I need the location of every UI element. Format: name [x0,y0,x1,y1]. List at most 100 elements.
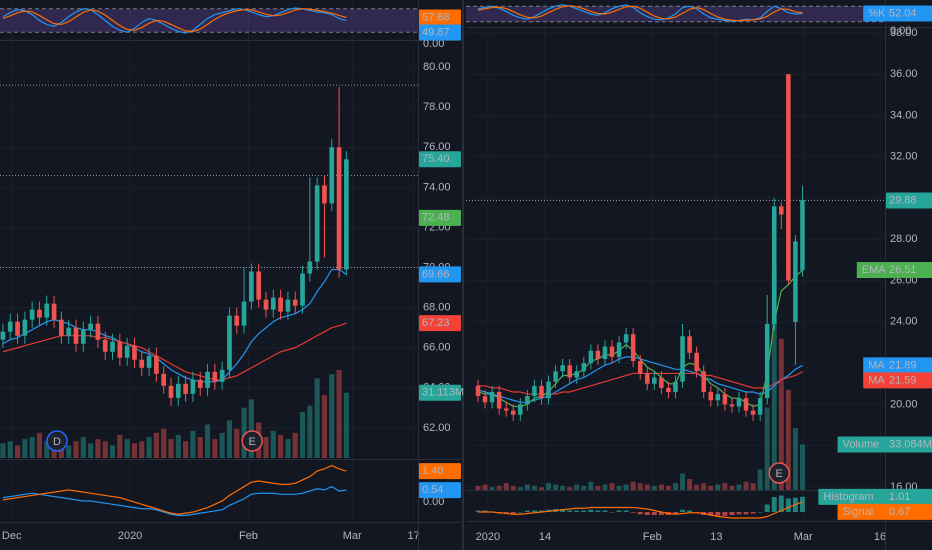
y-tick-label: 66.00 [423,342,451,354]
volume-bar [0,443,6,458]
volume-bar [715,484,721,490]
volume-bar [168,439,174,458]
volume-bar [539,487,544,490]
candle-body [168,385,174,398]
candle-body [553,371,558,382]
volume-bar [204,424,211,458]
volume-bar [475,485,481,490]
histogram-bar [757,512,763,513]
tag-name: EMA [862,264,887,276]
oscillator-tick-label: 0.00 [423,38,444,50]
price-tag-label: 57.68 [422,11,450,23]
price-tag-label: 33.084M [889,438,932,450]
volume-bar [307,405,313,458]
volume-bar [644,484,650,490]
x-tick-label: 13 [710,531,722,543]
price-tag [419,384,461,401]
histogram-bar [524,510,530,512]
candle-body [15,321,20,336]
volume-bar [567,487,573,490]
volume-bar [292,432,298,458]
oscillator-line [2,8,347,33]
price-tag-label: 21.89 [889,359,917,371]
candle-body [59,319,64,336]
candle-body [292,299,298,306]
candle-body [29,309,35,320]
candle-body [652,377,657,384]
candle-body [263,299,269,310]
volume-bar [263,437,269,458]
price-tag-label: 52.04 [889,7,917,19]
candle-body [496,391,502,409]
volume-bar [517,487,523,490]
histogram-bar [687,510,693,512]
candle-body [729,404,735,407]
volume-bar [489,487,495,490]
moving-average [2,322,347,381]
price-tag-label: 75.40 [422,153,450,165]
volume-bar [80,437,86,458]
volume-bar [95,439,101,458]
candle-body [66,327,72,336]
price-tag [419,9,461,26]
price-tag-label: 0.67 [889,506,910,518]
price-tag [886,192,932,209]
price-tag-label: 69.66 [422,268,450,280]
candle-body [322,185,327,204]
candle-body [673,381,678,392]
price-tag-label: 1.40 [422,465,443,477]
tag-name-box [863,5,886,22]
price-tag [419,482,461,499]
histogram-bar [630,512,636,513]
candle-body [95,323,101,340]
tag-name-box [837,436,886,453]
volume-bar [226,420,233,458]
price-tag-label: 31.113M [422,387,464,399]
histogram-bar [531,510,537,512]
histogram-bar [623,510,629,512]
volume-bar [234,428,240,458]
volume-bar [701,483,707,490]
histogram-bar [680,509,686,512]
tag-name: Volume [843,438,880,450]
volume-bar [560,485,566,490]
price-tag [419,24,461,41]
candle-body [227,315,232,370]
macd-line [2,485,347,516]
volume-bar [336,370,342,458]
volume-bar [44,441,50,458]
price-tag-label: 26.51 [889,264,917,276]
tag-name: Signal [843,506,874,518]
histogram-bar [750,512,756,514]
volume-bar [778,338,784,490]
volume-bar [343,392,349,458]
tag-name-box [863,357,886,374]
event-marker [241,430,263,452]
candle-body [800,200,805,271]
x-tick-label: Feb [643,531,662,543]
price-tag [886,357,932,374]
candle-body [786,74,791,281]
candle-body [630,334,636,362]
volume-bar [241,407,247,458]
macd-line [477,501,803,519]
candle-body [771,206,777,324]
candle-body [532,385,537,397]
volume-bar [750,483,756,490]
y-tick-label: 32.00 [890,151,918,163]
candle-body [7,321,13,332]
candle-body [602,346,608,359]
candle-body [102,339,108,352]
volume-bar [212,439,218,458]
tag-name: MA [868,374,885,386]
y-tick-label: 28.00 [890,233,918,245]
volume-bar [131,443,138,458]
volume-bar [743,481,749,490]
price-tag [886,488,932,505]
candle-body [574,371,580,378]
candle-body [314,185,320,262]
volume-bar [73,441,79,458]
y-tick-label: 36.00 [890,68,918,80]
volume-bar [595,485,601,490]
candle-body [117,341,123,358]
